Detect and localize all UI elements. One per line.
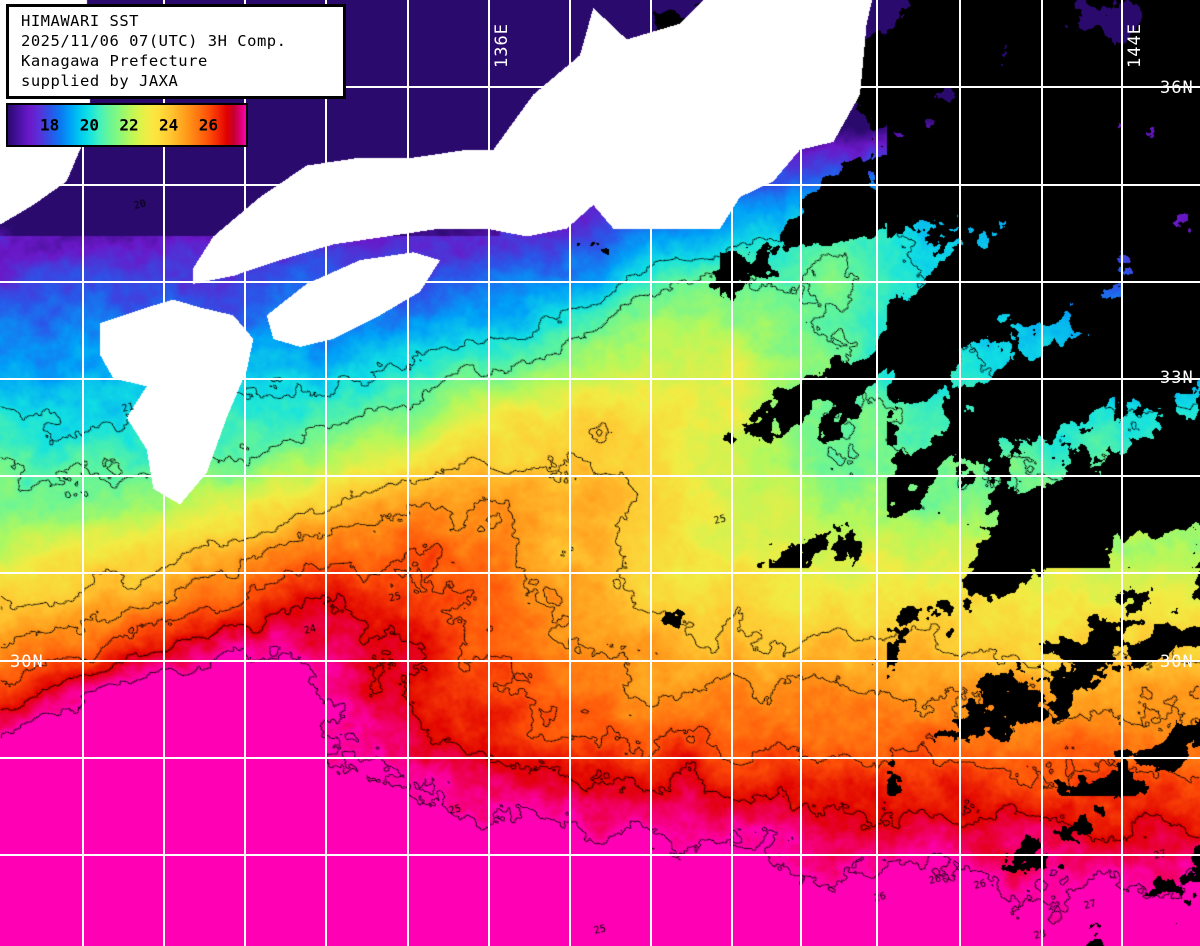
grid-meridian [488, 0, 490, 946]
grid-meridian [163, 0, 165, 946]
colorbar-tick-22: 22 [119, 115, 139, 135]
lat-label-30N: 30N [10, 652, 44, 672]
colorbar-tick-20: 20 [79, 115, 99, 135]
grid-meridian [325, 0, 327, 946]
grid-meridian [1041, 0, 1043, 946]
grid-meridian [650, 0, 652, 946]
grid-meridian [569, 0, 571, 946]
colorbar-tick-24: 24 [159, 115, 179, 135]
grid-parallel [0, 854, 1200, 856]
lon-label-144E: 144E [1125, 23, 1145, 68]
grid-parallel [0, 86, 1200, 88]
grid-parallel [0, 572, 1200, 574]
grid-parallel [0, 378, 1200, 380]
title-line-datetime: 2025/11/06 07(UTC) 3H Comp. [21, 32, 287, 50]
colorbar: 18 20 22 24 26 [6, 103, 248, 147]
grid-parallel [0, 184, 1200, 186]
grid-parallel [0, 757, 1200, 759]
grid-parallel [0, 281, 1200, 283]
title-line-provider: Kanagawa Prefecture [21, 52, 208, 70]
grid-meridian [800, 0, 802, 946]
colorbar-tick-26: 26 [198, 115, 218, 135]
title-line-product: HIMAWARI SST [21, 12, 139, 30]
grid-meridian [82, 0, 84, 946]
grid-meridian [407, 0, 409, 946]
lon-label-136E: 136E [492, 23, 512, 68]
grid-meridian [876, 0, 878, 946]
title-box: HIMAWARI SST 2025/11/06 07(UTC) 3H Comp.… [6, 4, 346, 99]
grid-meridian [1121, 0, 1123, 946]
lat-label-33N: 33N [1160, 368, 1194, 388]
colorbar-tick-labels: 18 20 22 24 26 [8, 105, 246, 145]
grid-meridian [959, 0, 961, 946]
grid-parallel [0, 660, 1200, 662]
grid-meridian [731, 0, 733, 946]
grid-parallel [0, 475, 1200, 477]
title-line-source: supplied by JAXA [21, 72, 179, 90]
lat-label-36N: 36N [1160, 78, 1194, 98]
colorbar-gradient [8, 105, 246, 145]
grid-meridian [244, 0, 246, 946]
lat-label-30N: 30N [1160, 652, 1194, 672]
colorbar-tick-18: 18 [40, 115, 60, 135]
